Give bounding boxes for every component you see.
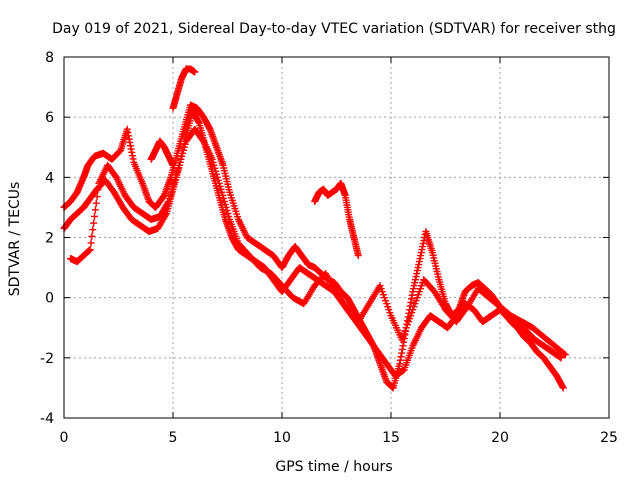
y-axis-label: SDTVAR / TECUs: [7, 182, 23, 297]
y-tick-label: 6: [45, 110, 54, 126]
data-point-trace-3: [164, 199, 172, 207]
x-tick-label: 0: [60, 430, 69, 446]
y-tick-label: 8: [45, 50, 54, 66]
plot-area: 0 5 10 15 20 25 -4 -2 0 2 4 6 8: [40, 50, 618, 446]
data-point-trace-3: [87, 239, 95, 247]
y-tick-label: 0: [45, 291, 54, 307]
data-point-trace-3: [91, 212, 99, 220]
data-point-trace-3: [86, 246, 94, 254]
data-point-trace-3: [91, 206, 99, 214]
data-point-trace-3: [94, 186, 102, 194]
x-axis-label: GPS time / hours: [275, 459, 392, 475]
data-point-trace-4: [191, 68, 199, 76]
y-tick-label: -4: [40, 411, 54, 427]
x-tick-label: 15: [382, 430, 400, 446]
data-point-trace-3: [561, 351, 569, 359]
data-point-trace-1: [559, 384, 567, 392]
data-point-trace-5: [354, 252, 362, 260]
data-point-trace-3: [560, 350, 568, 358]
data-point-trace-3: [92, 199, 100, 207]
y-tick-label: -2: [40, 351, 54, 367]
data-point-trace-3: [93, 193, 101, 201]
x-tick-label: 5: [169, 430, 178, 446]
data-point-trace-2: [557, 354, 565, 362]
x-tick-label: 20: [491, 430, 509, 446]
y-tick-label: 2: [45, 231, 54, 247]
y-tick-label: 4: [45, 170, 54, 186]
x-tick-label: 25: [600, 430, 618, 446]
data-point-trace-6: [169, 161, 177, 169]
x-tick-label: 10: [273, 430, 291, 446]
data-point-trace-3: [90, 219, 98, 227]
chart-title: Day 019 of 2021, Sidereal Day-to-day VTE…: [52, 21, 616, 37]
data-point-trace-3: [88, 232, 96, 240]
data-point-trace-3: [89, 226, 97, 234]
